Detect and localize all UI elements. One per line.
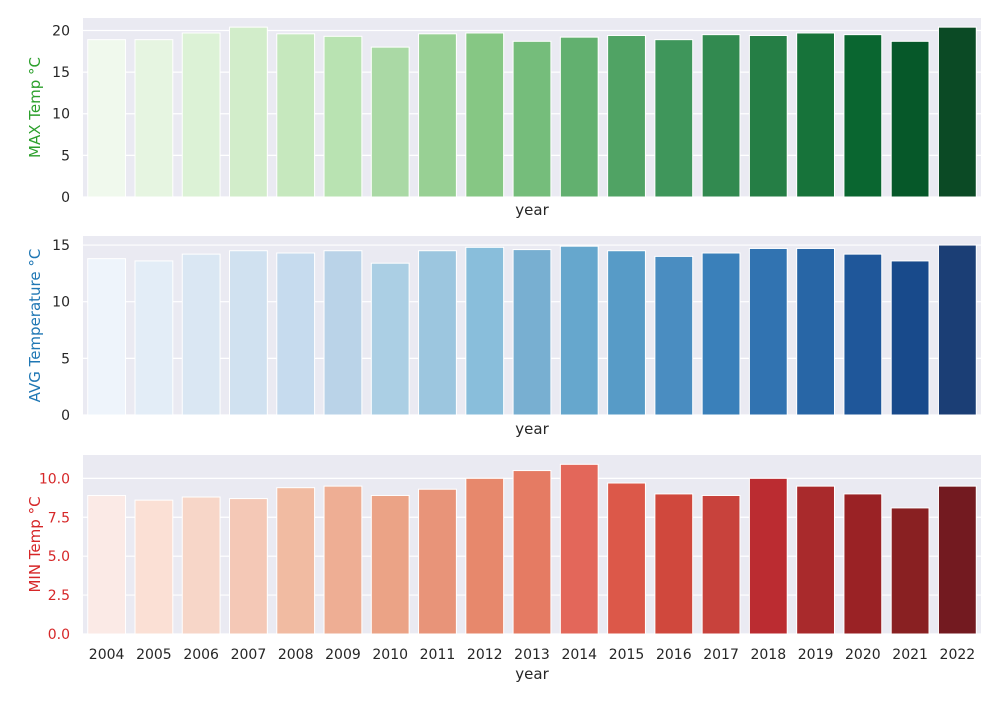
bar-2014 — [559, 36, 599, 198]
bar-2020 — [843, 34, 883, 198]
bar-2004 — [87, 494, 127, 635]
x-tick-label: 2020 — [845, 647, 881, 663]
y-tick-label: 10 — [52, 107, 70, 123]
x-tick-label: 2017 — [703, 647, 739, 663]
y-tick-label: 5 — [61, 148, 70, 164]
x-axis-label: year — [515, 420, 549, 438]
bar-2007 — [229, 26, 268, 198]
x-tick-label: 2018 — [750, 647, 786, 663]
bar-2011 — [418, 488, 457, 635]
bar-2004 — [87, 39, 127, 198]
y-tick-label: 0 — [61, 190, 70, 206]
x-tick-label: 2012 — [467, 647, 503, 663]
bar-2012 — [465, 32, 505, 198]
bar-2013 — [512, 40, 552, 198]
x-axis-label: year — [515, 201, 549, 219]
x-tick-label: 2021 — [892, 647, 928, 663]
x-axis-label: year — [515, 665, 549, 683]
x-tick-label: 2015 — [609, 647, 645, 663]
bar-2022 — [937, 244, 977, 416]
bar-2017 — [701, 494, 741, 635]
bar-2007 — [229, 498, 268, 635]
x-tick-label: 2013 — [514, 647, 550, 663]
bar-2004 — [87, 258, 127, 416]
bar-2010 — [370, 46, 410, 198]
bar-2021 — [890, 260, 930, 416]
x-tick-label: 2009 — [325, 647, 361, 663]
bar-2018 — [748, 477, 788, 635]
y-tick-label: 10.0 — [39, 471, 70, 487]
bar-2016 — [654, 493, 694, 635]
bar-2010 — [370, 494, 410, 635]
bar-2019 — [796, 247, 835, 416]
bar-2014 — [559, 245, 599, 416]
bar-2018 — [748, 34, 788, 198]
x-tick-label: 2008 — [278, 647, 314, 663]
y-axis-label: MAX Temp °C — [26, 57, 44, 158]
x-tick-label: 2004 — [89, 647, 125, 663]
bar-2005 — [134, 260, 174, 416]
bar-2017 — [701, 252, 741, 416]
bar-2015 — [607, 34, 646, 198]
y-axis-label: MIN Temp °C — [26, 496, 44, 592]
bar-2008 — [276, 252, 316, 416]
y-tick-label: 0 — [61, 408, 70, 424]
bar-2022 — [937, 26, 977, 198]
bar-2005 — [134, 499, 174, 635]
bar-2017 — [701, 34, 741, 198]
bar-2006 — [181, 253, 221, 416]
bar-2021 — [890, 507, 930, 635]
bar-2020 — [843, 253, 883, 416]
y-tick-label: 5 — [61, 351, 70, 367]
y-tick-label: 5.0 — [48, 549, 70, 565]
bar-2008 — [276, 33, 316, 198]
bar-2015 — [607, 482, 646, 635]
y-tick-label: 2.5 — [48, 588, 70, 604]
bar-2011 — [418, 250, 457, 416]
x-tick-label: 2014 — [561, 647, 597, 663]
x-tick-label: 2016 — [656, 647, 692, 663]
bar-2012 — [465, 246, 505, 416]
bar-2019 — [796, 485, 835, 635]
bar-2016 — [654, 255, 694, 416]
bar-2013 — [512, 249, 552, 416]
x-tick-label: 2007 — [231, 647, 267, 663]
bar-2015 — [607, 250, 646, 416]
bar-2018 — [748, 247, 788, 416]
bar-2010 — [370, 262, 410, 416]
x-tick-label: 2005 — [136, 647, 172, 663]
bar-2009 — [323, 250, 363, 416]
y-tick-label: 15 — [52, 238, 70, 254]
bar-2020 — [843, 493, 883, 635]
bar-2016 — [654, 39, 694, 198]
x-tick-label: 2011 — [420, 647, 456, 663]
y-tick-label: 0.0 — [48, 627, 70, 643]
bar-2007 — [229, 250, 268, 416]
x-tick-label: 2019 — [798, 647, 834, 663]
bar-2012 — [465, 477, 505, 635]
x-tick-label: 2010 — [372, 647, 408, 663]
bar-2021 — [890, 40, 930, 198]
bar-2014 — [559, 463, 599, 635]
bar-2013 — [512, 470, 552, 635]
bar-2019 — [796, 32, 835, 198]
bar-2006 — [181, 496, 221, 635]
bar-2008 — [276, 487, 316, 635]
bar-2005 — [134, 39, 174, 198]
bar-2011 — [418, 33, 457, 198]
bar-2009 — [323, 35, 363, 198]
bar-2022 — [937, 485, 977, 635]
y-tick-label: 20 — [52, 23, 70, 39]
y-axis-label: AVG Temperature °C — [26, 249, 44, 403]
bar-2009 — [323, 485, 363, 635]
x-tick-label: 2006 — [183, 647, 219, 663]
x-tick-label: 2022 — [940, 647, 976, 663]
y-tick-label: 7.5 — [48, 510, 70, 526]
bar-2006 — [181, 32, 221, 198]
y-tick-label: 10 — [52, 295, 70, 311]
y-tick-label: 15 — [52, 65, 70, 81]
